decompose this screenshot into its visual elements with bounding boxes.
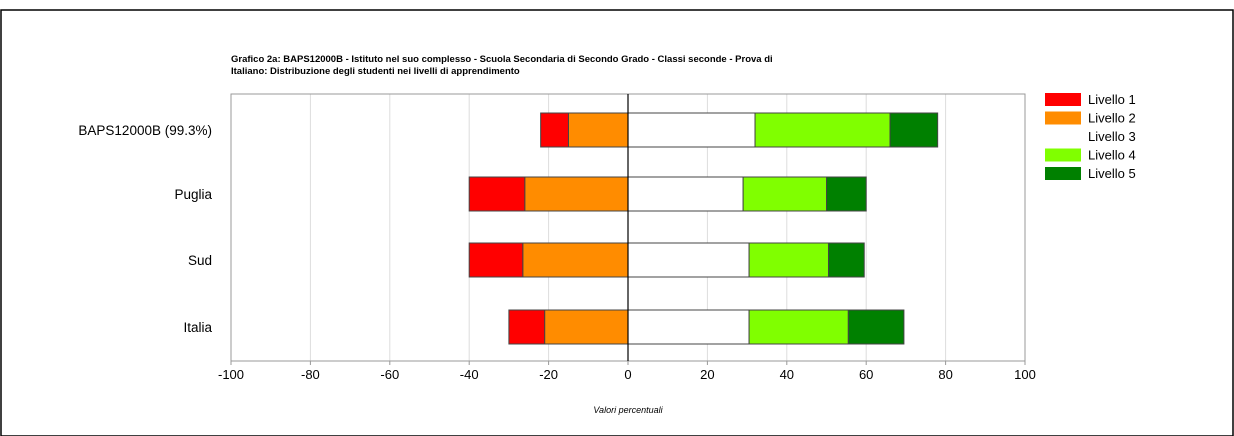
x-tick-label: -60 (380, 367, 399, 382)
x-tick-label: -20 (539, 367, 558, 382)
x-tick-label: -40 (460, 367, 479, 382)
chart-title-line-2: Italiano: Distribuzione degli studenti n… (231, 66, 520, 77)
outer-border (0, 9, 1234, 436)
bar-livello-4 (742, 176, 828, 212)
bar-livello-5 (889, 112, 939, 148)
bar-livello-1 (468, 242, 524, 278)
bar-livello-1 (508, 309, 546, 345)
bar-livello-1 (468, 176, 526, 212)
bar-livello-3 (627, 176, 744, 212)
legend-swatch (1045, 148, 1081, 162)
bar-livello-3 (627, 309, 750, 345)
legend-swatch (1045, 93, 1081, 106)
bar-livello-5 (826, 176, 867, 212)
legend: Livello 1 Livello 2 Livello 3 Livello 4 Live… (1045, 92, 1136, 181)
bar-livello-4 (748, 242, 829, 278)
chart-title-line-1: Grafico 2a: BAPS12000B - Istituto nel su… (231, 54, 773, 65)
category-label: Sud (188, 253, 212, 268)
legend-label: Livello 4 (1088, 148, 1136, 163)
x-tick-label: 0 (624, 367, 631, 382)
x-tick-label: 40 (780, 367, 794, 382)
bar-livello-1 (540, 112, 569, 148)
bar-livello-5 (847, 309, 905, 345)
x-tick-label: -100 (218, 367, 244, 382)
x-axis-labels: -100 -80 -60 -40 -20 0 20 40 60 80 100 (218, 361, 1036, 382)
bar-livello-3 (627, 112, 756, 148)
bar-livello-4 (754, 112, 891, 148)
x-axis-title: Valori percentuali (593, 405, 663, 415)
legend-swatch (1045, 111, 1081, 125)
bars (468, 112, 939, 345)
legend-label: Livello 1 (1088, 92, 1136, 107)
bar-livello-2 (544, 309, 629, 345)
y-axis-labels: BAPS12000B (99.3%) Puglia Sud Italia (78, 123, 212, 335)
category-label: Puglia (174, 187, 212, 202)
x-tick-label: -80 (301, 367, 320, 382)
legend-label: Livello 5 (1088, 166, 1136, 181)
x-tick-label: 80 (938, 367, 952, 382)
x-tick-label: 100 (1014, 367, 1036, 382)
legend-label: Livello 2 (1088, 111, 1136, 126)
legend-swatch (1045, 167, 1081, 180)
bar-livello-2 (567, 112, 629, 148)
bar-livello-5 (827, 242, 865, 278)
category-label: Italia (183, 320, 212, 335)
legend-label: Livello 3 (1088, 129, 1136, 144)
bar-livello-2 (522, 242, 629, 278)
bar-livello-2 (524, 176, 629, 212)
x-tick-label: 20 (700, 367, 714, 382)
bar-livello-4 (748, 309, 849, 345)
x-tick-label: 60 (859, 367, 873, 382)
category-label: BAPS12000B (99.3%) (78, 123, 212, 138)
bar-livello-3 (627, 242, 750, 278)
